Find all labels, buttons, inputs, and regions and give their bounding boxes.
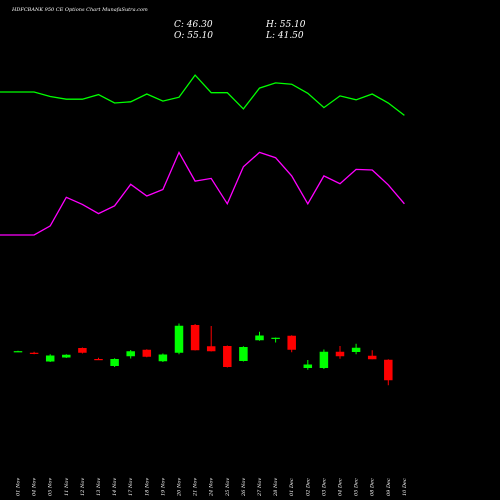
x-tick-label: 08 Dec <box>370 478 376 496</box>
x-tick-label: 25 Nov <box>225 478 231 497</box>
candle-body <box>126 351 135 357</box>
high-readout: H: 55.10 <box>265 20 306 30</box>
candle-body <box>29 352 39 354</box>
x-tick-label: 19 Nov <box>160 478 166 496</box>
candle-body <box>367 355 377 360</box>
candle-05-dec <box>351 343 361 355</box>
x-tick-label: 21 Nov <box>193 478 199 497</box>
candle-04-nov <box>29 351 39 355</box>
candle-25-nov <box>223 345 232 368</box>
candle-21-nov <box>190 324 200 351</box>
candle-body <box>94 359 103 361</box>
candle-13-nov <box>94 357 103 361</box>
candle-body <box>78 348 87 353</box>
candle-body <box>239 347 248 361</box>
candle-body <box>303 364 313 368</box>
candle-body <box>62 354 71 358</box>
x-tick-label: 03 Dec <box>321 478 327 496</box>
candle-01-dec <box>287 335 296 353</box>
candle-body <box>110 359 119 366</box>
open-readout: O: 55.10 <box>174 31 213 41</box>
candle-03-dec <box>319 349 329 369</box>
candle-body <box>142 349 152 357</box>
candle-26-nov <box>239 346 248 362</box>
chart-title: HDFCBANK 950 CE Options Chart MunafaSutr… <box>11 7 148 13</box>
x-tick-label: 28 Nov <box>273 478 279 497</box>
candle-body <box>206 346 216 352</box>
x-tick-label: 13 Nov <box>96 478 102 496</box>
x-tick-label: 01 Dec <box>289 478 295 496</box>
candle-body <box>384 359 393 381</box>
x-axis-ticks: 01 Nov 04 Nov 05 Nov 11 Nov 12 Nov 13 Nov 14 N… <box>16 478 408 497</box>
candle-09-dec <box>384 359 393 386</box>
x-tick-label: 26 Nov <box>241 478 247 497</box>
x-tick-label: 27 Nov <box>257 478 263 497</box>
candle-body <box>13 351 23 353</box>
candle-body <box>351 347 361 352</box>
candle-body <box>223 346 232 367</box>
candle-body <box>255 335 264 341</box>
candle-body <box>335 351 345 357</box>
x-tick-label: 18 Nov <box>144 478 150 496</box>
indicator-line-2 <box>0 150 405 236</box>
x-tick-label: 17 Nov <box>128 478 134 496</box>
candle-28-nov <box>271 337 280 343</box>
candle-18-nov <box>142 349 152 358</box>
x-tick-label: 14 Nov <box>112 478 118 496</box>
candles <box>13 323 393 386</box>
indicator-line-1 <box>0 74 405 116</box>
candle-11-nov <box>62 354 71 358</box>
x-tick-label: 24 Nov <box>209 478 215 497</box>
x-tick-label: 05 Dec <box>354 478 360 496</box>
x-tick-label: 04 Dec <box>338 478 344 496</box>
x-tick-label: 01 Nov <box>16 478 22 496</box>
candle-17-nov <box>126 350 135 359</box>
candle-27-nov <box>255 331 264 341</box>
candle-19-nov <box>158 353 168 362</box>
candle-02-dec <box>303 360 313 370</box>
candle-body <box>174 325 184 353</box>
candle-05-nov <box>45 354 55 362</box>
candle-body <box>190 325 200 351</box>
x-tick-label: 09 Dec <box>386 478 392 496</box>
candle-body <box>45 355 55 362</box>
candle-body <box>271 337 280 339</box>
x-tick-label: 05 Nov <box>48 478 54 496</box>
x-tick-label: 10 Dec <box>402 478 408 496</box>
x-tick-label: 12 Nov <box>80 478 86 496</box>
indicator-lines <box>0 74 405 236</box>
candle-01-nov <box>13 350 23 353</box>
candle-body <box>287 335 296 350</box>
candle-20-nov <box>174 323 184 355</box>
x-tick-label: 04 Nov <box>32 478 38 496</box>
candle-14-nov <box>110 358 119 367</box>
candle-04-dec <box>335 346 345 359</box>
x-tick-label: 11 Nov <box>64 478 70 496</box>
candle-body <box>319 351 329 368</box>
x-tick-label: 20 Nov <box>177 478 183 497</box>
candle-24-nov <box>206 326 216 352</box>
candle-08-dec <box>367 350 377 360</box>
low-readout: L: 41.50 <box>265 31 304 41</box>
candle-body <box>158 354 168 362</box>
candle-12-nov <box>78 347 87 354</box>
close-readout: C: 46.30 <box>174 20 213 30</box>
x-tick-label: 02 Dec <box>305 478 311 496</box>
